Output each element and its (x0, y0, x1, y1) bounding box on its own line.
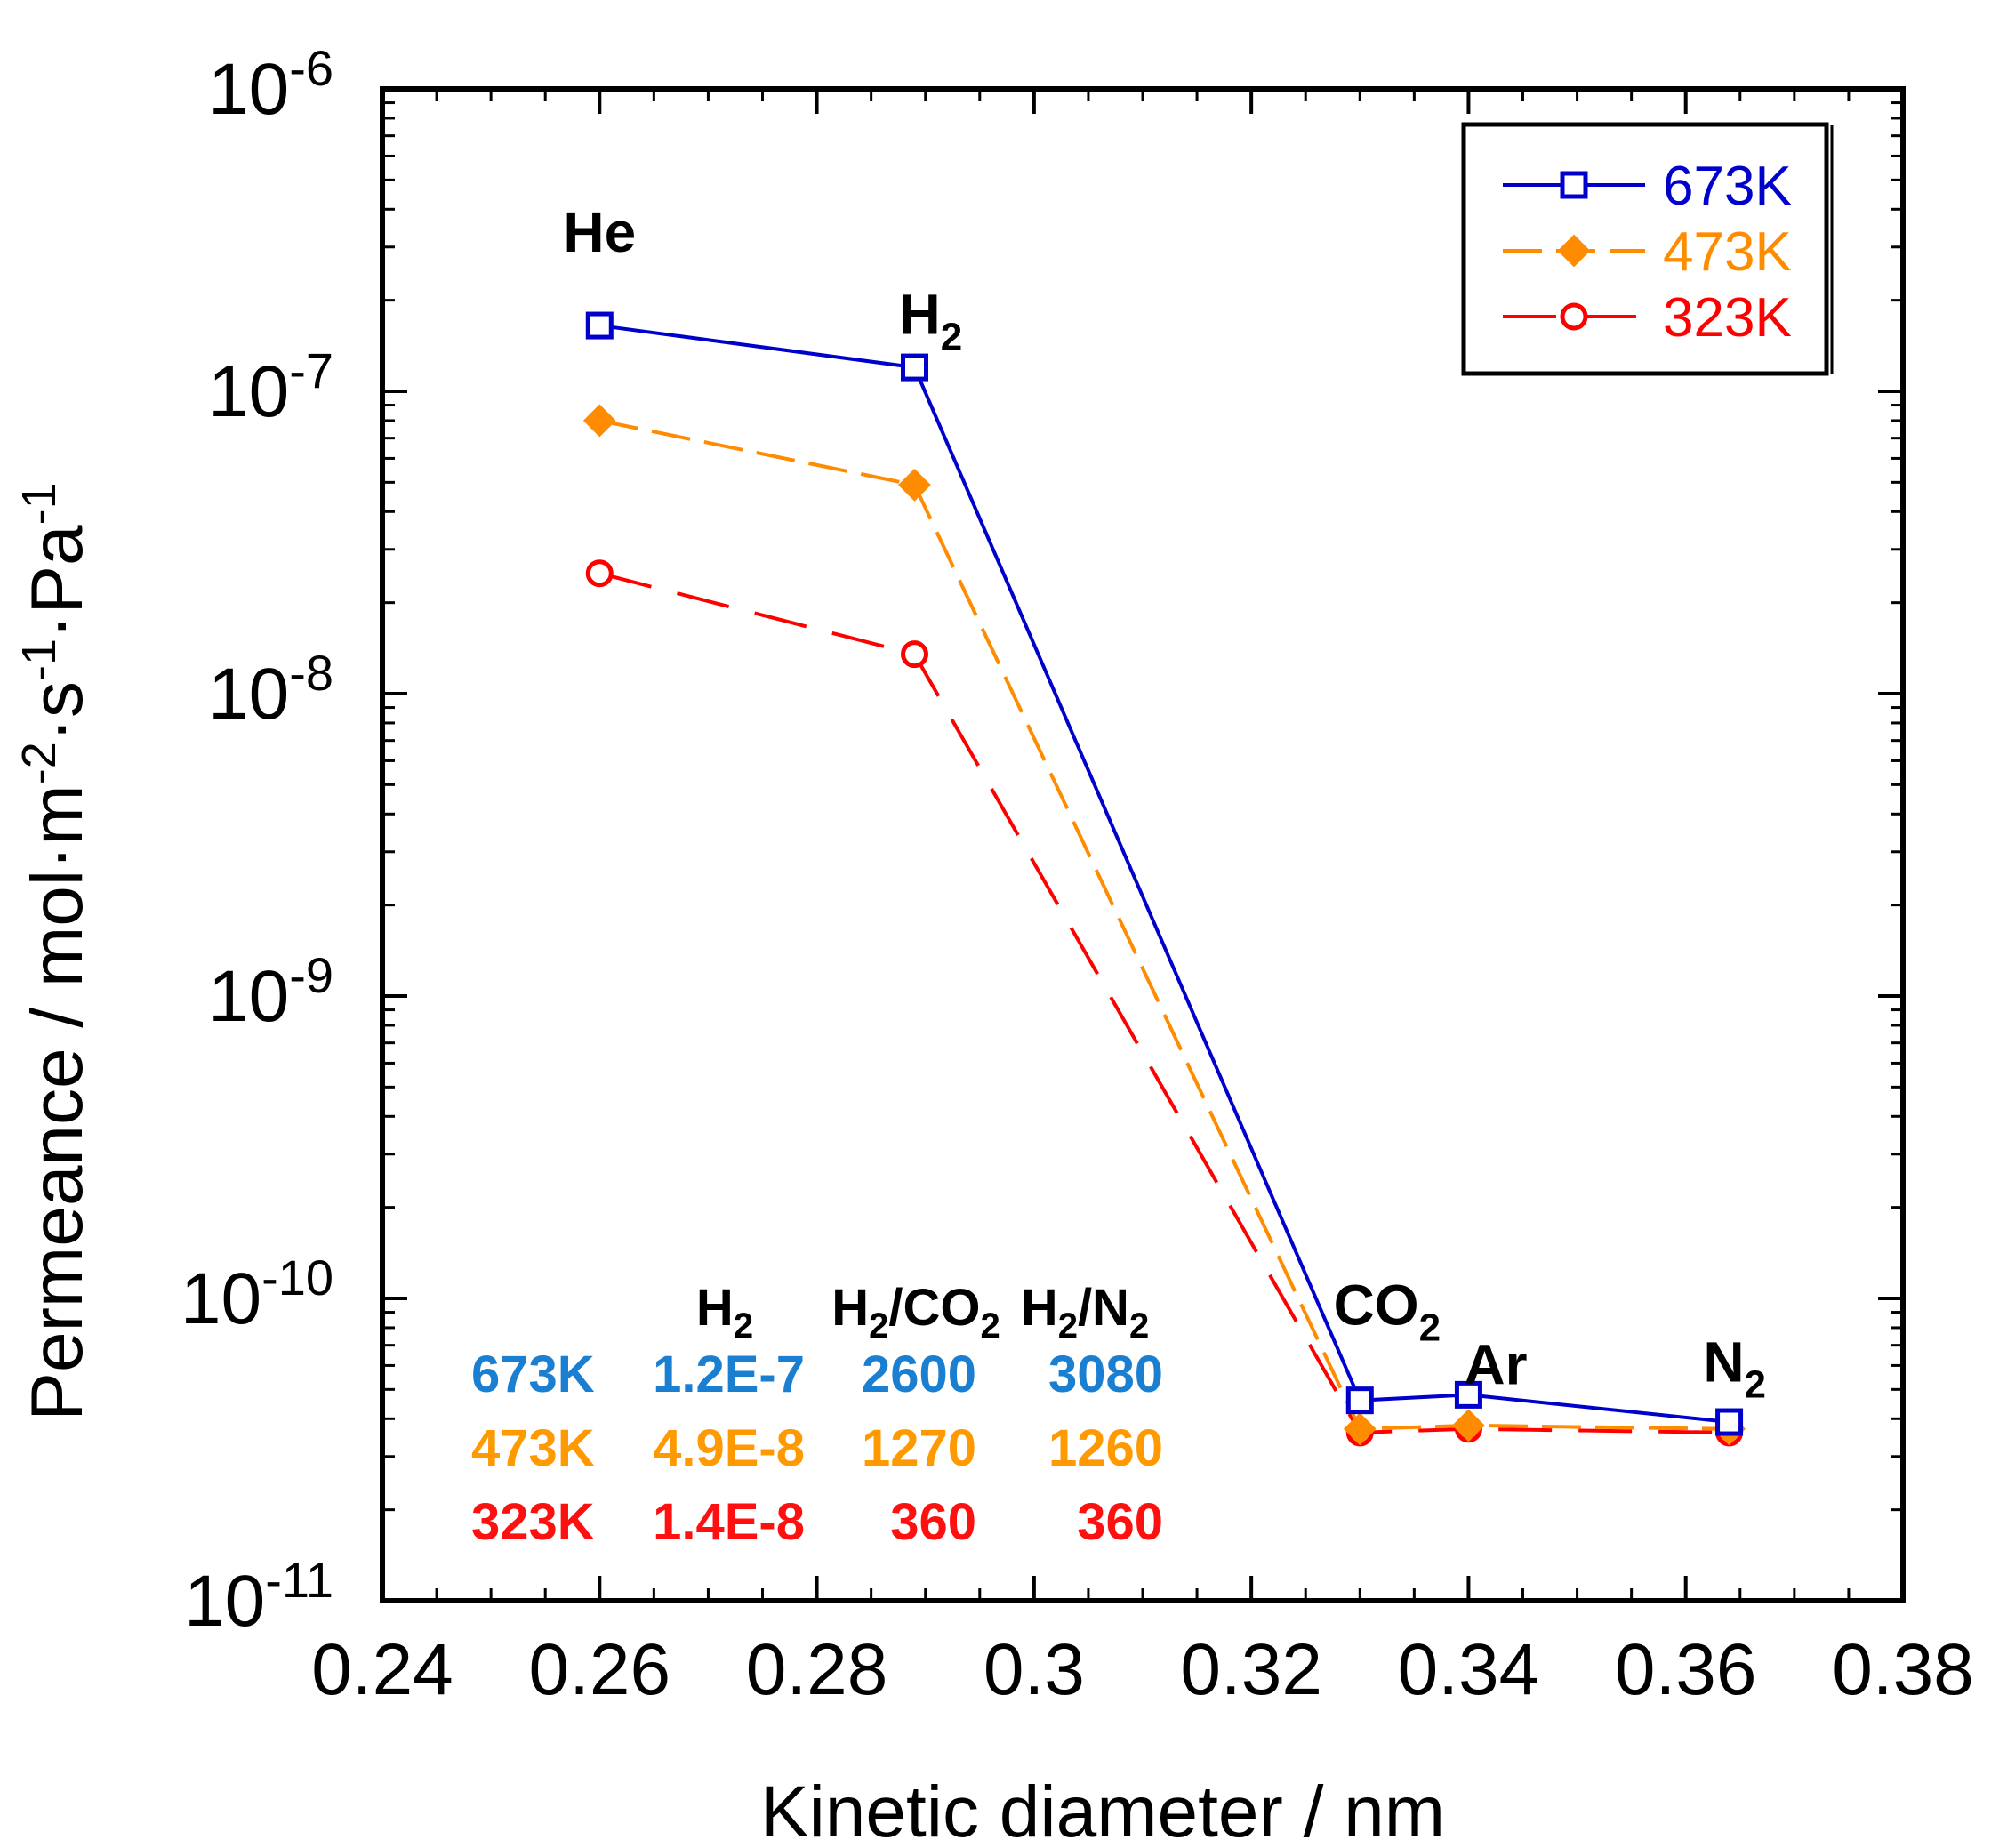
y-axis-title-mid2: ·Pa (17, 525, 98, 639)
y-tick-label: 10-6 (208, 40, 333, 130)
plot-frame (380, 86, 1906, 1603)
table-cell: 3080 (1048, 1346, 1163, 1403)
gas-label: He (563, 200, 636, 264)
x-tick-label: 0.3 (983, 1629, 1085, 1710)
y-tick-label: 10-7 (208, 342, 333, 432)
table-row-label: 673K (471, 1346, 595, 1403)
gas-label: H2 (899, 282, 962, 358)
y-axis-title: Permeance / mol·m-2·s-1·Pa-1 (12, 482, 98, 1420)
data-point-473K (1452, 1409, 1485, 1442)
x-tick-label: 0.24 (311, 1629, 454, 1710)
gas-label-subscript: 2 (1419, 1306, 1441, 1349)
table-row-label: 323K (471, 1493, 595, 1551)
y-tick-exponent: -9 (289, 947, 333, 1003)
y-axis-title-exp1: -2 (12, 742, 66, 784)
table-header-text: H (1021, 1279, 1058, 1337)
y-tick-exponent: -8 (289, 645, 333, 701)
gas-label: N2 (1703, 1330, 1766, 1407)
gas-label-subscript: 2 (941, 315, 962, 358)
y-tick-exponent: -6 (289, 40, 333, 96)
table-header-subscript: 2 (1129, 1306, 1149, 1346)
gas-label-text: CO (1334, 1273, 1419, 1337)
y-axis-title-exp3: -1 (12, 482, 66, 525)
y-tick-label: 10-11 (184, 1552, 333, 1642)
table-header-text: H (831, 1279, 869, 1337)
table-header: H2/CO2 (831, 1279, 1000, 1346)
x-axis-title: Kinetic diameter / nm (760, 1772, 1445, 1848)
gas-label: Ar (1464, 1333, 1527, 1397)
data-point-673K (1345, 1386, 1374, 1415)
gas-label-text: N (1703, 1330, 1744, 1394)
table-cell: 1260 (1048, 1419, 1163, 1477)
table-cell: 360 (890, 1493, 976, 1551)
legend-label-673K: 673K (1663, 156, 1792, 217)
table-header-text: H (696, 1279, 734, 1337)
table-header-subscript: 2 (981, 1306, 1000, 1346)
y-tick-base: 10 (208, 49, 289, 130)
table-cell: 2600 (862, 1346, 976, 1403)
gas-label-text: He (563, 200, 636, 264)
y-axis-title-main: Permeance / mol·m (17, 784, 98, 1420)
x-tick-labels: 0.24 0.26 0.28 0.3 0.32 0.34 0.36 0.38 (311, 1629, 1974, 1710)
table-cell: 1.2E-7 (653, 1346, 805, 1403)
gas-label: CO2 (1334, 1273, 1441, 1349)
y-tick-exponent: -10 (261, 1249, 333, 1306)
table-cell: 4.9E-8 (653, 1419, 805, 1477)
y-tick-label: 10-9 (208, 947, 333, 1037)
table-header: H2/N2 (1021, 1279, 1149, 1346)
y-tick-base: 10 (208, 351, 289, 432)
y-axis-title-exp2: -1 (12, 639, 66, 681)
table-header-subscript: 2 (734, 1306, 753, 1346)
x-tick-label: 0.26 (528, 1629, 670, 1710)
y-tick-base: 10 (208, 956, 289, 1037)
x-tick-label: 0.32 (1180, 1629, 1322, 1710)
data-point-673K (585, 311, 614, 340)
x-tick-label: 0.36 (1615, 1629, 1757, 1710)
table-header-text: /CO (888, 1279, 980, 1337)
gas-label-text: Ar (1464, 1333, 1527, 1397)
table-cell: 1.4E-8 (653, 1493, 805, 1551)
x-tick-label: 0.28 (746, 1629, 888, 1710)
table-header-subscript: 2 (1058, 1306, 1078, 1346)
data-point-673K (1715, 1408, 1744, 1436)
y-tick-exponent: -7 (289, 342, 333, 398)
data-point-473K (898, 468, 931, 502)
table-cell: 360 (1077, 1493, 1163, 1551)
table-row-label: 473K (471, 1419, 595, 1477)
series-layer (582, 311, 1746, 1447)
y-axis-title-mid1: ·s (17, 681, 98, 742)
table-header-subscript: 2 (869, 1306, 888, 1346)
y-tick-exponent: -11 (265, 1552, 333, 1608)
table-header: H2 (696, 1279, 753, 1346)
gas-label-subscript: 2 (1745, 1363, 1766, 1407)
legend-marker-673K (1560, 171, 1588, 199)
y-tick-base: 10 (208, 654, 289, 735)
y-tick-label: 10-10 (181, 1249, 333, 1339)
y-tick-label: 10-8 (208, 645, 333, 735)
gas-label-text: H (899, 282, 940, 346)
data-point-473K (582, 404, 616, 438)
table-cell: 1270 (862, 1419, 976, 1477)
data-point-673K (901, 353, 928, 382)
legend-label-323K: 323K (1663, 287, 1792, 349)
legend-marker-323K (1560, 302, 1588, 331)
x-tick-label: 0.38 (1832, 1629, 1974, 1710)
data-point-673K (1454, 1380, 1482, 1409)
legend-label-473K: 473K (1663, 221, 1792, 283)
y-tick-base: 10 (184, 1561, 265, 1642)
data-point-323K (901, 640, 928, 669)
data-point-323K (585, 559, 614, 588)
y-tick-base: 10 (181, 1258, 261, 1339)
x-tick-label: 0.34 (1398, 1629, 1540, 1710)
table-header-text: /N (1078, 1279, 1129, 1337)
data-point-473K (1343, 1412, 1377, 1446)
legend-marker-473K (1557, 234, 1591, 268)
